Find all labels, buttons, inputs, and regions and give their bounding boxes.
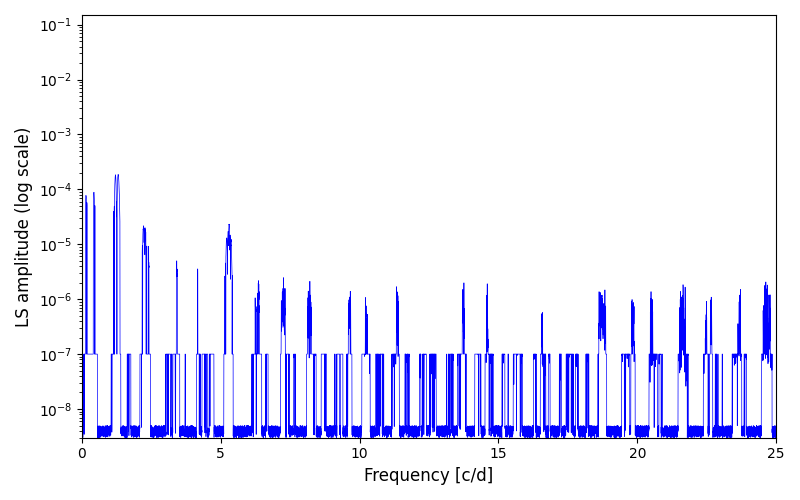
X-axis label: Frequency [c/d]: Frequency [c/d]: [364, 467, 494, 485]
Y-axis label: LS amplitude (log scale): LS amplitude (log scale): [15, 126, 33, 326]
